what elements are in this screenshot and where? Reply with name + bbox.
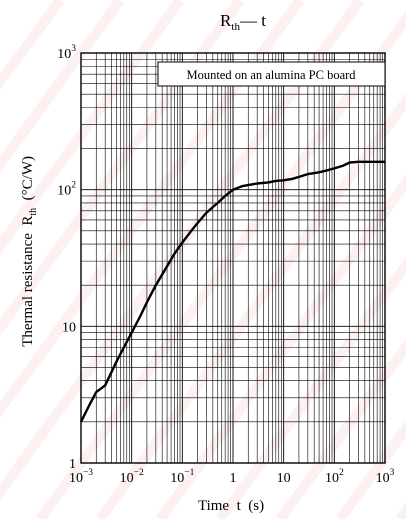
x-tick-label: 10−2 — [120, 468, 144, 486]
x-axis-label: Time t (s) — [198, 498, 264, 514]
y-axis-label: Thermal resistance Rth (°C/W) — [20, 145, 39, 366]
watermark-stripe — [335, 420, 406, 519]
y-tick-label: 103 — [57, 44, 76, 62]
x-tick-label: 10 — [277, 471, 291, 486]
x-tick-label: 10−3 — [69, 468, 93, 486]
grid — [80, 52, 386, 464]
x-tick-label: 1 — [230, 471, 237, 486]
x-tick-label: 102 — [325, 468, 344, 486]
watermark-stripe — [95, 92, 406, 519]
y-tick-labels: 1 10 102 103 — [57, 44, 76, 472]
plot-frame — [80, 52, 386, 464]
annotation-background — [157, 61, 386, 87]
watermark-stripe — [275, 338, 406, 519]
x-tick-labels: 10−3 10−2 10−1 1 10 102 103 — [69, 468, 395, 486]
y-tick-label: 1 — [69, 457, 76, 472]
series-line — [79, 160, 385, 423]
y-tick-label: 102 — [57, 181, 76, 199]
annotation-box: Mounted on an alumina PC board — [157, 61, 386, 87]
series-group — [79, 160, 385, 423]
x-tick-label: 10−1 — [170, 468, 194, 486]
watermark-stripe — [0, 0, 125, 173]
chart-title: Rth— t — [220, 11, 266, 33]
annotation-text: Mounted on an alumina PC board — [186, 68, 356, 82]
y-tick-label: 10 — [62, 320, 76, 335]
watermark-stripe — [155, 174, 406, 519]
x-tick-label: 103 — [376, 468, 395, 486]
